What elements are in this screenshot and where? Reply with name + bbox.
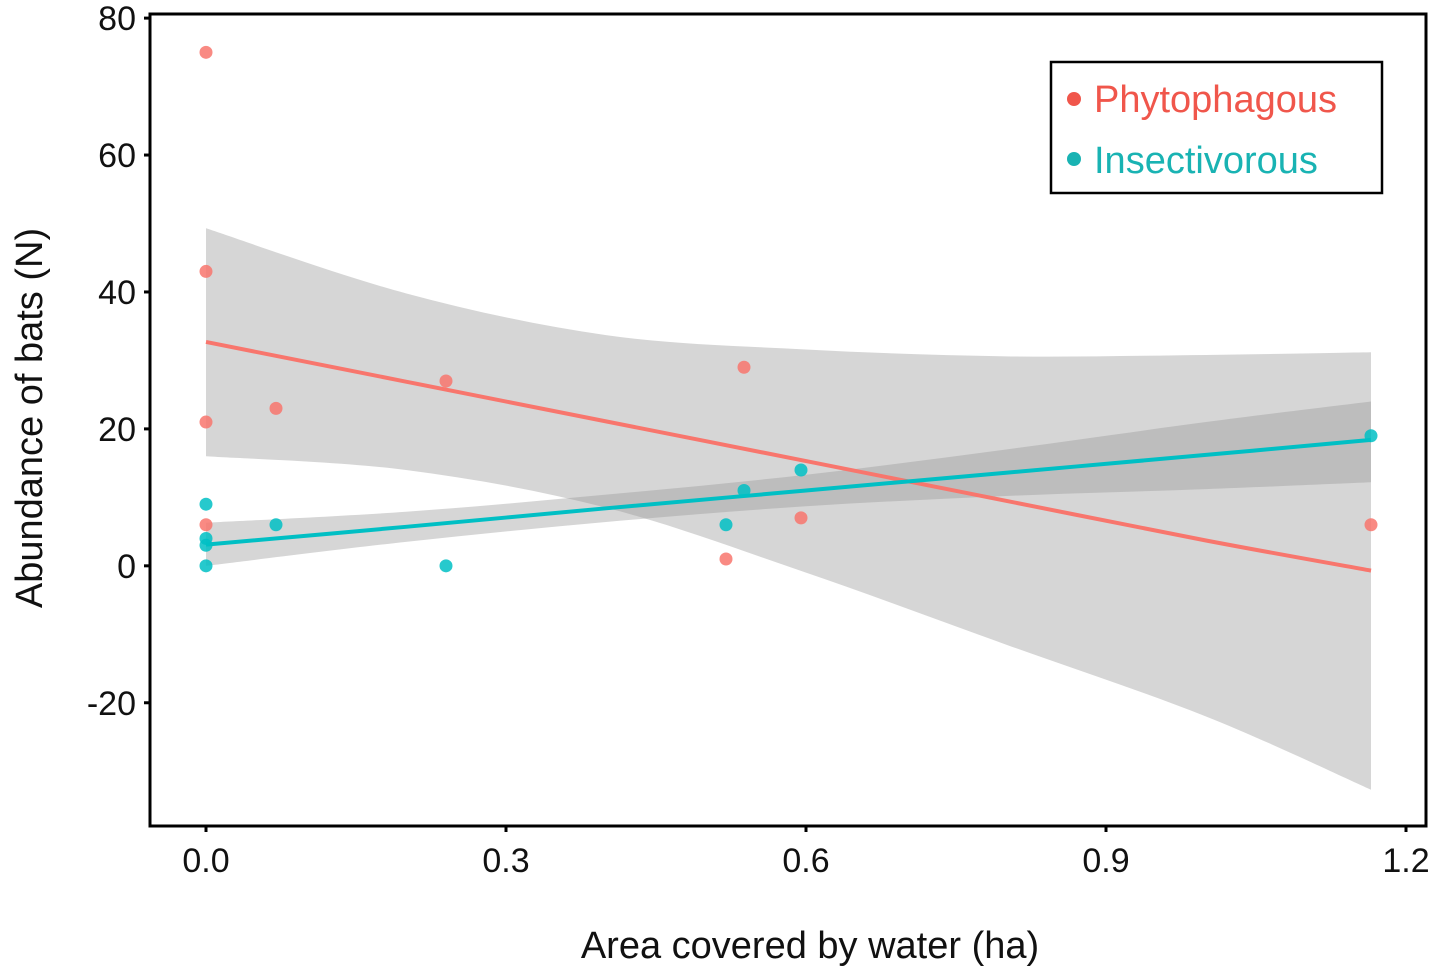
- fit-line-phytophagous: [205, 339, 1372, 573]
- ci-ribbon-insectivorous: [206, 401, 1371, 566]
- y-axis: 80 60 40 20 0 -20: [87, 0, 150, 723]
- legend: Phytophagous Insectivorous: [1049, 60, 1384, 195]
- y-tick-label: 20: [98, 411, 136, 449]
- y-tick-label: 80: [98, 0, 136, 38]
- point-phytophagous: [269, 401, 283, 415]
- point-phytophagous: [199, 45, 213, 59]
- point-phytophagous: [1364, 518, 1378, 532]
- x-axis-title: Area covered by water (ha): [581, 925, 1039, 967]
- confidence-ribbons: [206, 228, 1371, 790]
- point-phytophagous: [199, 264, 213, 278]
- point-insectivorous: [719, 518, 733, 532]
- point-phytophagous: [719, 552, 733, 566]
- point-insectivorous: [737, 484, 751, 498]
- legend-marker-phytophagous: [1067, 92, 1081, 106]
- fit-lines: [205, 339, 1372, 573]
- point-insectivorous: [269, 518, 283, 532]
- x-tick-label: 1.2: [1382, 842, 1429, 880]
- point-phytophagous: [199, 518, 213, 532]
- point-phytophagous: [794, 511, 808, 525]
- x-axis: 0.0 0.3 0.6 0.9 1.2: [182, 826, 1430, 880]
- point-insectivorous: [199, 559, 213, 573]
- point-insectivorous: [1364, 429, 1378, 443]
- legend-label-phytophagous: Phytophagous: [1094, 79, 1337, 121]
- legend-marker-insectivorous: [1067, 152, 1081, 166]
- y-tick-label: 40: [98, 274, 136, 312]
- point-insectivorous: [794, 463, 808, 477]
- plot-frame: [148, 12, 1428, 828]
- point-insectivorous: [439, 559, 453, 573]
- legend-box: [1049, 60, 1384, 195]
- ci-ribbon-phytophagous: [206, 228, 1371, 790]
- y-tick-label: 60: [98, 137, 136, 175]
- point-phytophagous: [737, 360, 751, 374]
- data-points: [199, 45, 1378, 573]
- x-tick-label: 0.9: [1082, 842, 1129, 880]
- point-insectivorous: [199, 497, 213, 511]
- x-tick-label: 0.6: [782, 842, 829, 880]
- fit-line-insectivorous: [205, 437, 1372, 547]
- point-phytophagous: [199, 415, 213, 429]
- legend-label-insectivorous: Insectivorous: [1094, 140, 1318, 182]
- point-phytophagous: [439, 374, 453, 388]
- y-tick-label: -20: [87, 685, 136, 723]
- y-axis-title: Abundance of bats (N): [9, 228, 51, 608]
- x-tick-label: 0.0: [182, 842, 229, 880]
- y-tick-label: 0: [117, 548, 136, 586]
- x-tick-label: 0.3: [482, 842, 529, 880]
- point-insectivorous: [199, 538, 213, 552]
